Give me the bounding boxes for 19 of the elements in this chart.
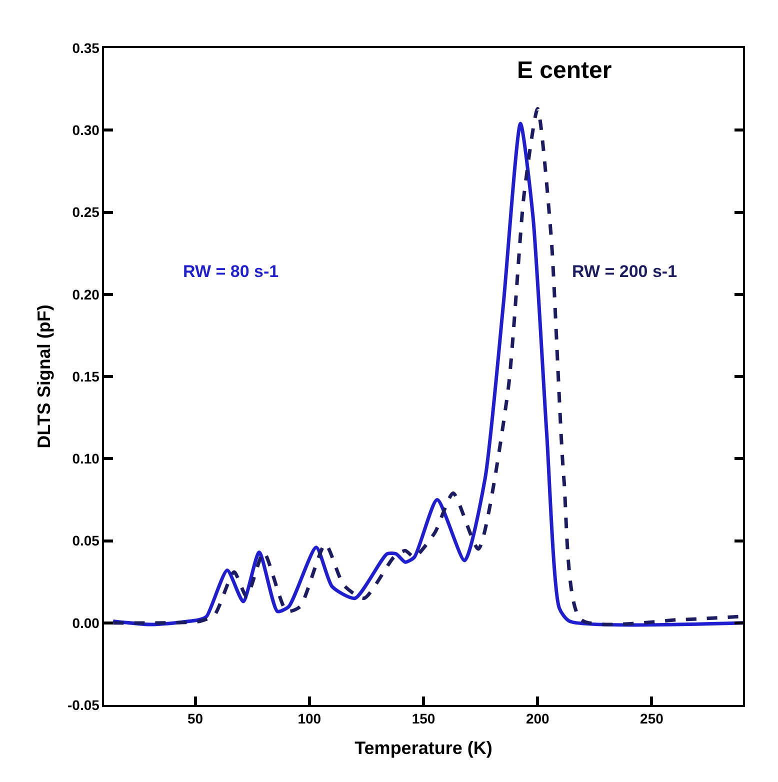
y-tick-label: 0.20: [72, 286, 100, 302]
y-tick-label: 0.35: [72, 40, 100, 56]
annotation: E center: [517, 57, 612, 84]
y-tick-label: 0.15: [72, 368, 100, 384]
series-label: RW = 200 s-1: [572, 262, 678, 281]
y-tick-label: 0.30: [72, 122, 100, 138]
x-tick-label: 50: [188, 710, 204, 727]
y-tick-label: -0.05: [68, 696, 100, 713]
x-tick-label: 250: [640, 710, 664, 727]
x-tick-label: 150: [412, 710, 436, 727]
y-axis-title: DLTS Signal (pF): [34, 304, 54, 448]
x-tick-label: 100: [298, 710, 322, 727]
y-tick-label: 0.25: [72, 204, 100, 220]
text: RW = 80 s-1: [183, 262, 279, 281]
y-tick-label: 0.05: [72, 532, 100, 549]
y-tick-label: 0.10: [72, 450, 100, 467]
y-tick-label: 0.00: [72, 614, 100, 631]
x-tick-label: 200: [526, 710, 550, 727]
x-axis-title: Temperature (K): [354, 738, 492, 758]
